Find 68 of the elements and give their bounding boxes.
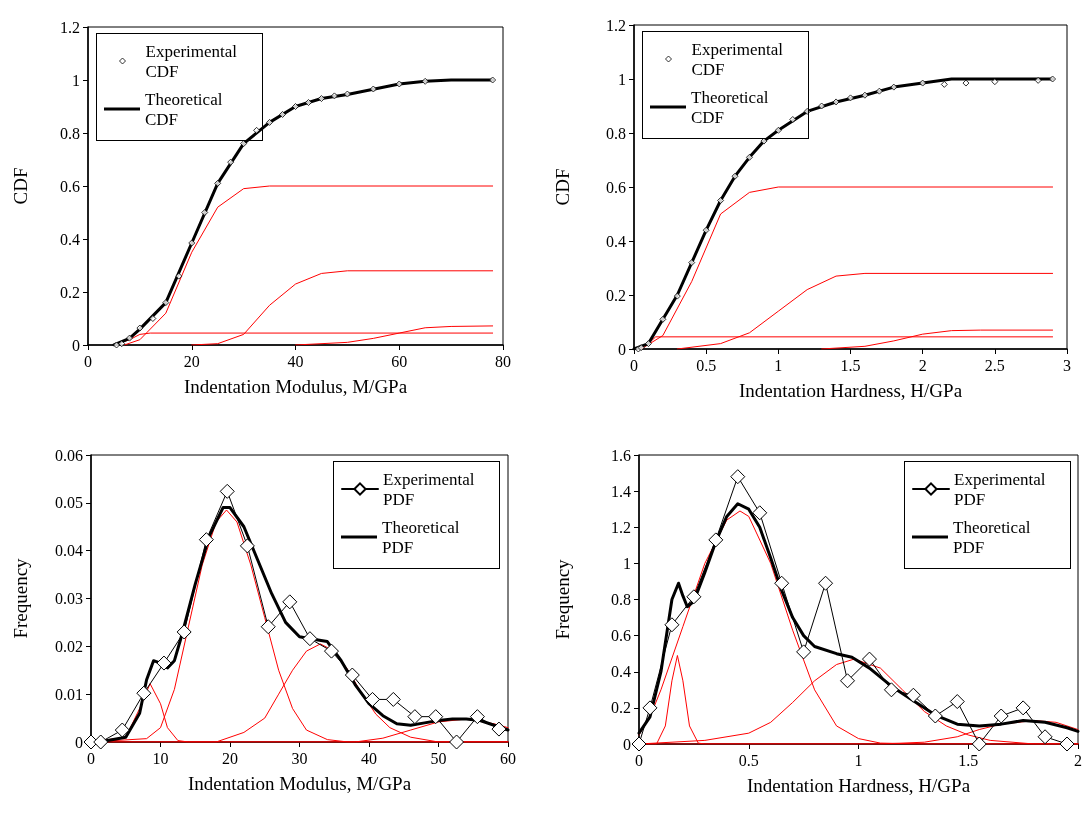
x-axis-title: Indentation Hardness, H/GPa: [746, 775, 971, 796]
x-tick-label: 0.5: [696, 356, 717, 374]
y-tick-label: 0.04: [55, 542, 83, 560]
y-tick-label: 1.2: [611, 518, 631, 536]
x-tick-label: 1: [774, 356, 783, 374]
x-tick-label: 0: [87, 749, 95, 767]
y-tick-label: 0.6: [611, 627, 631, 645]
x-tick-label: 1.5: [840, 356, 861, 374]
y-tick-label: 1: [72, 71, 80, 89]
x-tick-label: 0.5: [738, 751, 759, 769]
x-tick-label: 10: [152, 749, 169, 767]
y-tick-label: 1: [618, 70, 626, 88]
x-tick-label: 50: [430, 749, 447, 767]
x-axis-title: Indentation Hardness, H/GPa: [738, 380, 963, 401]
legend-label: Experimental PDF: [383, 469, 479, 509]
y-tick-label: 0.8: [60, 124, 80, 142]
y-tick-label: 0: [75, 733, 83, 751]
x-tick-label: 80: [495, 352, 511, 370]
y-tick-label: 0.4: [606, 232, 626, 250]
y-tick-label: 0.2: [60, 283, 80, 301]
x-axis-title: Indentation Modulus, M/GPa: [183, 376, 408, 397]
y-tick-label: 0.6: [60, 177, 80, 195]
legend-label: Experimental CDF: [145, 41, 242, 81]
y-tick-label: 1.4: [611, 482, 631, 500]
legend-label: Theoretical PDF: [382, 517, 464, 557]
y-axis-title: CDF: [10, 167, 31, 205]
x-tick-label: 60: [500, 749, 516, 767]
x-tick-label: 0: [635, 751, 643, 769]
x-tick-label: 2: [1074, 751, 1082, 769]
y-axis-title: Frequency: [552, 558, 573, 640]
legend-label: Experimental CDF: [691, 39, 788, 79]
x-tick-label: 40: [287, 352, 304, 370]
y-tick-label: 0.8: [611, 591, 631, 608]
y-tick-label: 0.4: [60, 230, 80, 248]
y-tick-label: 0: [623, 735, 631, 753]
y-axis-title: CDF: [552, 168, 573, 206]
y-axis-title: Frequency: [10, 557, 31, 639]
x-tick-label: 40: [361, 749, 377, 767]
x-tick-label: 30: [291, 749, 308, 767]
y-tick-label: 1: [623, 554, 631, 572]
y-tick-label: 0.6: [606, 178, 626, 196]
x-tick-label: 20: [222, 749, 238, 767]
y-tick-label: 0.06: [55, 446, 83, 464]
x-tick-label: 20: [183, 352, 200, 370]
legend-label: Experimental PDF: [954, 469, 1050, 509]
y-tick-label: 1.6: [611, 446, 631, 464]
x-tick-label: 3: [1063, 356, 1071, 374]
y-tick-label: 1.2: [60, 18, 80, 36]
x-tick-label: 60: [391, 352, 408, 370]
y-tick-label: 0.8: [606, 124, 626, 142]
legend-label: Theoretical PDF: [953, 517, 1035, 557]
x-tick-label: 2: [918, 356, 927, 374]
y-tick-label: 0: [618, 340, 626, 358]
y-tick-label: 0.4: [611, 663, 631, 681]
y-tick-label: 0.05: [55, 494, 83, 512]
x-tick-label: 1.5: [958, 751, 979, 769]
y-tick-label: 1.2: [606, 16, 626, 34]
x-tick-label: 1: [854, 751, 863, 769]
y-tick-label: 0.2: [606, 286, 626, 304]
x-tick-label: 2.5: [984, 356, 1005, 374]
y-tick-label: 0: [72, 336, 80, 354]
y-tick-label: 0.2: [611, 699, 631, 717]
y-tick-label: 0.03: [55, 590, 83, 607]
x-axis-title: Indentation Modulus, M/GPa: [187, 773, 412, 794]
legend-label: Theoretical CDF: [691, 87, 773, 127]
y-tick-label: 0.01: [55, 685, 83, 703]
y-tick-label: 0.02: [55, 637, 83, 655]
legend-label: Theoretical CDF: [145, 89, 227, 129]
